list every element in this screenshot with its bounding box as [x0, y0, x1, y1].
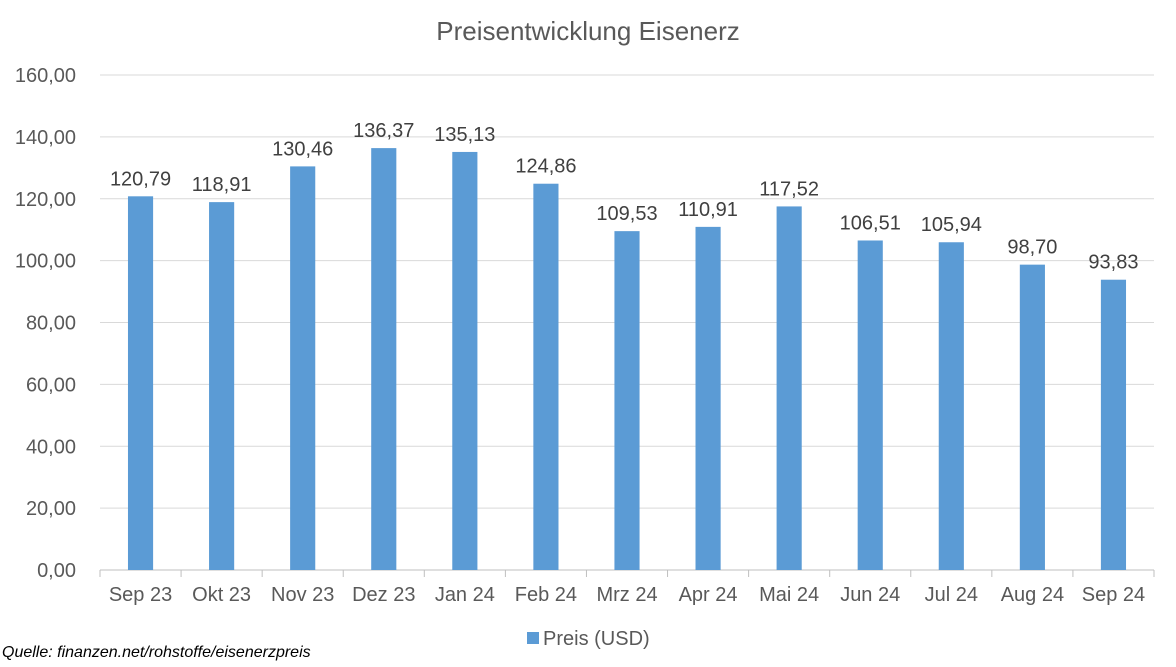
- bar: [290, 166, 316, 570]
- bar-series: [127, 148, 1127, 571]
- data-label: 124,86: [515, 156, 576, 178]
- x-axis: Sep 23 Okt 23 Nov 23 Dez 23 Jan 24 Feb 24 Mrz …: [99, 570, 1155, 606]
- data-label: 135,13: [434, 124, 495, 146]
- y-tick-label: 140,00: [15, 127, 76, 149]
- data-label: 130,46: [272, 138, 333, 160]
- legend-swatch: [527, 632, 539, 644]
- x-tick-label: Jun 24: [840, 584, 900, 606]
- x-tick-label: Apr 24: [679, 584, 738, 606]
- x-tick-label: Feb 24: [515, 584, 577, 606]
- bar: [533, 183, 559, 571]
- x-tick-label: Aug 24: [1001, 584, 1064, 606]
- x-tick-label: Sep 23: [109, 584, 172, 606]
- x-tick-label: Sep 24: [1082, 584, 1145, 606]
- data-labels: 120,79 118,91 130,46 136,37 135,13 124,86 109,…: [110, 120, 1139, 274]
- source-note: Quelle: finanzen.net/rohstoffe/eisenerzp…: [2, 644, 311, 661]
- x-tick-label: Dez 23: [352, 584, 415, 606]
- bar: [209, 202, 235, 570]
- bar: [127, 196, 154, 570]
- data-label: 105,94: [921, 214, 982, 236]
- y-axis: 0,00 20,00 40,00 60,00 80,00 100,00 120,00 140,…: [15, 65, 76, 582]
- y-tick-label: 60,00: [26, 374, 76, 396]
- y-tick-label: 0,00: [37, 560, 76, 582]
- y-tick-label: 100,00: [15, 251, 76, 273]
- x-tick-label: Jul 24: [925, 584, 978, 606]
- data-label: 118,91: [192, 174, 252, 196]
- bar: [938, 242, 964, 571]
- bar: [695, 226, 721, 570]
- data-label: 120,79: [110, 168, 171, 190]
- x-tick-label: Jan 24: [435, 584, 495, 606]
- bar: [452, 151, 478, 570]
- data-label: 109,53: [596, 203, 657, 225]
- x-tick-label: Nov 23: [271, 584, 334, 606]
- y-tick-label: 160,00: [15, 65, 76, 87]
- data-label: 136,37: [353, 120, 414, 142]
- data-label: 93,83: [1088, 252, 1138, 274]
- data-label: 117,52: [759, 178, 819, 200]
- chart-title: Preisentwicklung Eisenerz: [436, 16, 739, 46]
- legend: Preis (USD): [527, 628, 650, 650]
- bar: [1019, 264, 1045, 570]
- bar: [371, 148, 397, 570]
- data-label: 110,91: [678, 199, 738, 221]
- data-label: 106,51: [840, 212, 901, 234]
- data-label: 98,70: [1007, 237, 1057, 259]
- bar: [614, 231, 640, 571]
- bar: [857, 240, 883, 570]
- bar: [776, 206, 802, 571]
- y-tick-label: 80,00: [26, 313, 76, 335]
- bar: [1100, 279, 1127, 570]
- y-tick-label: 20,00: [26, 498, 76, 520]
- x-tick-label: Okt 23: [192, 584, 251, 606]
- y-tick-label: 120,00: [15, 189, 76, 211]
- x-tick-label: Mai 24: [759, 584, 819, 606]
- legend-label: Preis (USD): [543, 628, 650, 650]
- y-tick-label: 40,00: [26, 436, 76, 458]
- x-tick-label: Mrz 24: [596, 584, 657, 606]
